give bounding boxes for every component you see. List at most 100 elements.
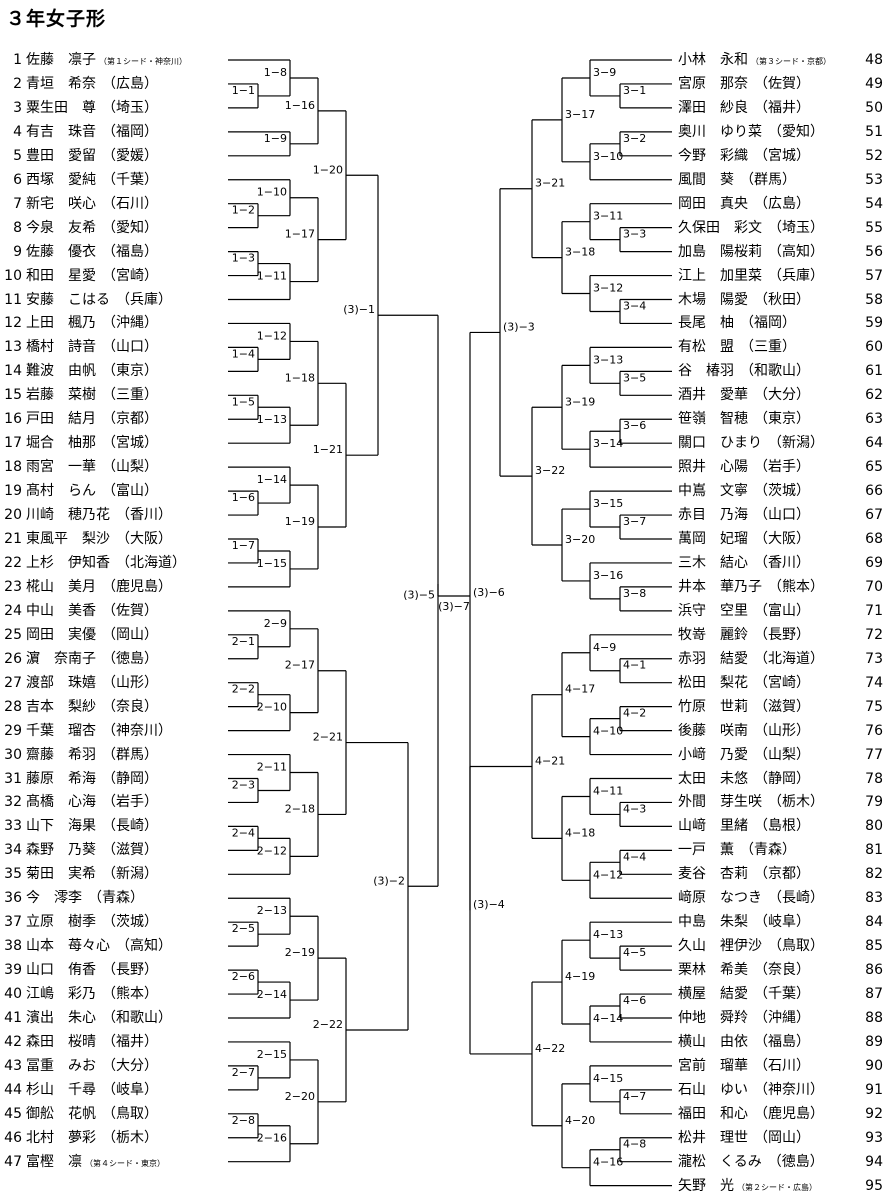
entry-name: 岡田 真央 xyxy=(678,195,748,212)
entry-number: 12 xyxy=(4,315,22,332)
entry-name: 松田 梨花 xyxy=(678,674,748,691)
entry-number: 10 xyxy=(4,267,22,284)
entry-name: 山下 海果 xyxy=(26,818,96,835)
match-label: 4−20 xyxy=(565,1114,595,1127)
entry-number: 45 xyxy=(4,1105,22,1122)
entry-name: 上杉 伊知香 xyxy=(26,554,110,571)
entry-prefecture: （宮城） xyxy=(754,147,810,164)
entry-row: 16 戸田 結月 （京都） xyxy=(0,409,158,429)
entry-name: 照井 心陽 xyxy=(678,459,748,476)
entry-name: 久保田 彩文 xyxy=(678,219,762,236)
entry-number: 75 xyxy=(865,698,883,715)
match-label: (3)−4 xyxy=(473,898,505,911)
entry-number: 5 xyxy=(13,147,22,164)
entry-prefecture: （茨城） xyxy=(754,483,810,500)
entry-number: 78 xyxy=(865,770,883,787)
entry-prefecture: （滋賀） xyxy=(102,842,158,859)
entry-row: 24 中山 美香 （佐賀） xyxy=(0,601,158,621)
entry-name: 橋村 詩音 xyxy=(26,339,96,356)
entry-row: 6 西塚 愛純 （千葉） xyxy=(0,170,158,190)
entry-name: 和田 星愛 xyxy=(26,267,96,284)
entry-row: 10 和田 星愛 （宮崎） xyxy=(0,266,158,286)
entry-prefecture: （佐賀） xyxy=(754,75,810,92)
entry-prefecture: （三重） xyxy=(102,387,158,404)
entry-name: 堀合 柚那 xyxy=(26,435,96,452)
entry-name: 仲地 舜羚 xyxy=(678,1010,748,1026)
entry-name: 宮前 瑠華 xyxy=(678,1057,748,1074)
entry-number: 30 xyxy=(4,746,22,763)
entry-prefecture: （高知） xyxy=(768,243,824,260)
entry-row: 石山 ゆい （神奈川） 91 xyxy=(678,1080,883,1100)
entry-number: 2 xyxy=(13,75,22,92)
entry-row: 﨑原 なつき （長崎） 83 xyxy=(678,888,883,908)
entry-row: 栗林 希美 （奈良） 86 xyxy=(678,960,883,980)
entry-number: 18 xyxy=(4,459,22,476)
entry-row: 36 今 澪李 （青森） xyxy=(0,888,144,908)
entry-prefecture: （長崎） xyxy=(768,890,824,907)
entry-prefecture: （岐阜） xyxy=(102,1081,158,1098)
entry-number: 15 xyxy=(4,387,22,404)
entry-row: 34 森野 乃葵 （滋賀） xyxy=(0,840,158,860)
entry-number: 38 xyxy=(4,938,22,955)
entry-row: 45 御舩 花帆 （鳥取） xyxy=(0,1104,158,1124)
match-label: 1−17 xyxy=(285,228,315,241)
entry-number: 29 xyxy=(4,722,22,739)
match-label: 3−17 xyxy=(565,108,595,121)
entry-row: 7 新宅 咲心 （石川） xyxy=(0,194,158,214)
entry-row: 山﨑 里緒 （島根） 80 xyxy=(678,816,883,836)
entry-row: 矢野 光（第２シード・広島） 95 xyxy=(678,1176,883,1196)
entry-prefecture: （栃木） xyxy=(768,794,824,811)
entry-row: 中嶌 文寧 （茨城） 66 xyxy=(678,481,883,501)
entry-number: 84 xyxy=(865,914,883,931)
entry-row: 萬岡 妃瑠 （大阪） 68 xyxy=(678,529,883,549)
match-label: 2−2 xyxy=(232,683,255,696)
entry-name: 杉山 千尋 xyxy=(26,1081,96,1098)
entry-number: 7 xyxy=(13,195,22,212)
entry-row: 小﨑 乃愛 （山梨） 77 xyxy=(678,745,883,765)
entry-number: 83 xyxy=(865,890,883,907)
match-label: 3−21 xyxy=(535,177,565,190)
entry-prefecture: （広島） xyxy=(754,195,810,212)
entry-row: 太田 未悠 （静岡） 78 xyxy=(678,769,883,789)
entry-row: 14 難波 由帆 （東京） xyxy=(0,361,158,381)
entry-prefecture: （兵庫） xyxy=(768,267,824,284)
entry-prefecture: （長野） xyxy=(102,962,158,979)
match-label: 2−9 xyxy=(264,617,287,630)
entry-prefecture: （和歌山） xyxy=(102,1010,172,1026)
match-label: 1−3 xyxy=(232,252,255,265)
entry-name: 上田 楓乃 xyxy=(26,315,96,332)
entry-prefecture: （岡山） xyxy=(102,626,158,643)
entry-number: 65 xyxy=(865,459,883,476)
entry-prefecture: （山口） xyxy=(754,507,810,524)
entry-row: 竹原 世莉 （滋賀） 75 xyxy=(678,697,883,717)
entry-row: 一戸 薫 （青森） 81 xyxy=(678,840,883,860)
entry-number: 26 xyxy=(4,650,22,667)
entry-prefecture: （島根） xyxy=(754,818,810,835)
entry-number: 93 xyxy=(865,1129,883,1146)
entry-row: 長尾 柚 （福岡） 59 xyxy=(678,313,883,333)
entry-number: 49 xyxy=(865,75,883,92)
entry-name: 江上 加里菜 xyxy=(678,267,762,284)
entry-name: 山口 侑香 xyxy=(26,962,96,979)
entry-name: 濵 奈南子 xyxy=(26,650,96,667)
entry-prefecture: （香川） xyxy=(116,507,172,524)
entry-row: 40 江嶋 彩乃 （熊本） xyxy=(0,984,158,1004)
entry-prefecture: （滋賀） xyxy=(754,698,810,715)
match-label: 2−16 xyxy=(257,1132,287,1145)
entry-name: 山本 苺々心 xyxy=(26,938,110,955)
entry-row: 1 佐藤 凛子 （第１シード・神奈川） xyxy=(0,50,187,70)
match-label: 1−13 xyxy=(257,413,287,426)
entry-row: 後藤 咲南 （山形） 76 xyxy=(678,721,883,741)
entry-number: 87 xyxy=(865,986,883,1003)
match-label: 2−19 xyxy=(285,946,315,959)
entry-prefecture: （宮崎） xyxy=(754,674,810,691)
entry-row: 8 今泉 友希 （愛知） xyxy=(0,218,158,238)
match-label: 4−2 xyxy=(623,707,646,720)
match-label: 2−4 xyxy=(232,826,255,839)
entry-name: 小﨑 乃愛 xyxy=(678,746,748,763)
entry-number: 92 xyxy=(865,1105,883,1122)
entry-seed-note: （第４シード・東京） xyxy=(85,1158,165,1168)
entry-prefecture: （岩手） xyxy=(754,459,810,476)
entry-name: 冨重 みお xyxy=(26,1057,96,1074)
